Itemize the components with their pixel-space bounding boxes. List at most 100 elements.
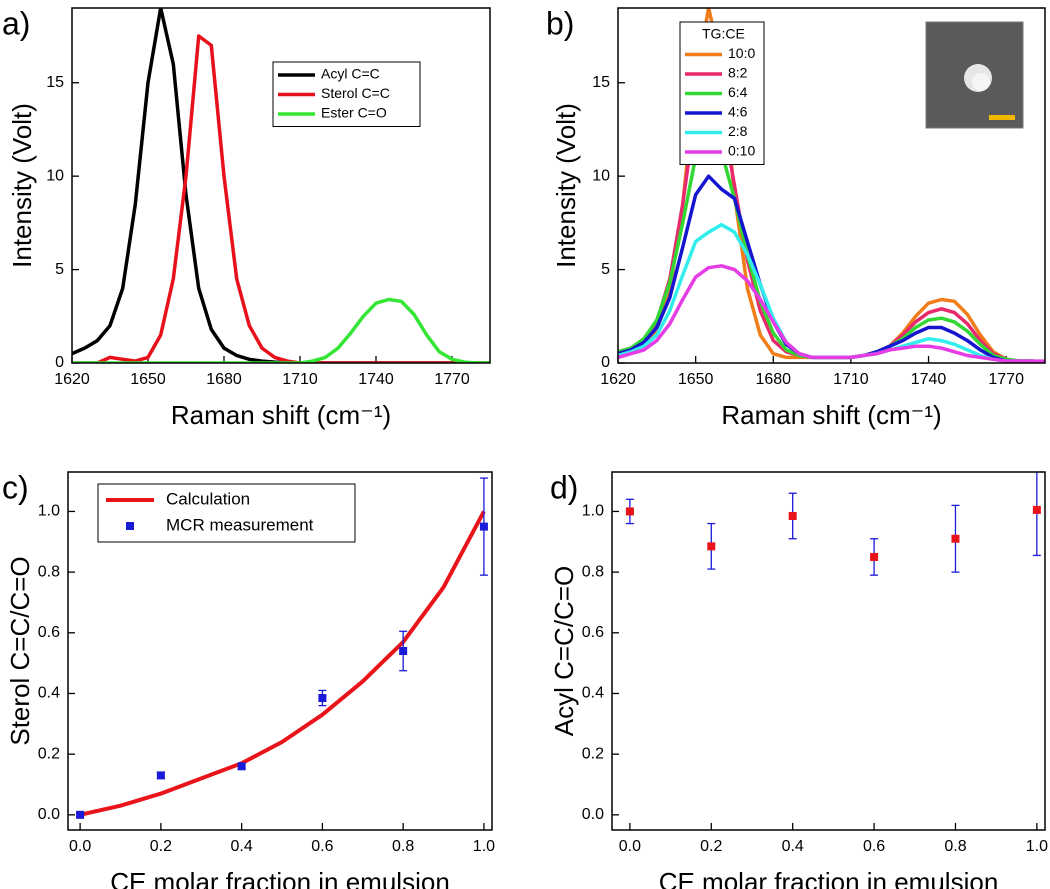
marker (1032, 505, 1041, 514)
series-line (72, 8, 490, 363)
y-axis-label: Intensity (Volt) (551, 103, 581, 268)
y-tick-label: 0.8 (582, 563, 604, 580)
marker (237, 762, 246, 771)
legend: Acyl C=C Sterol C=C Ester C=O (272, 61, 421, 127)
legend-label: MCR measurement (166, 515, 314, 534)
marker (399, 647, 408, 655)
y-tick-label: 0 (55, 354, 64, 371)
x-tick-label: 1740 (911, 371, 947, 388)
plot-area (72, 8, 490, 363)
x-tick-label: 0.4 (782, 838, 804, 855)
legend-label: 0:10 (728, 143, 755, 159)
y-tick-label: 15 (592, 74, 610, 91)
y-tick-label: 0.6 (582, 624, 604, 641)
plot-area (76, 477, 488, 819)
plot-area (625, 472, 1041, 576)
legend-label: 4:6 (728, 104, 748, 120)
x-tick-label: 1.0 (473, 838, 495, 855)
x-tick-label: 0.0 (619, 838, 641, 855)
y-tick-label: 0.8 (38, 563, 60, 580)
x-tick-label: 0.6 (863, 838, 885, 855)
legend-box (97, 483, 356, 543)
x-tick-label: 1680 (206, 371, 242, 388)
panel-label: d) (550, 469, 578, 505)
legend-label: 8:2 (728, 65, 748, 81)
legend-label: 10:0 (728, 45, 755, 61)
y-tick-label: 10 (46, 167, 64, 184)
x-tick-label: 1770 (434, 371, 470, 388)
marker (788, 511, 797, 520)
x-tick-label: 0.2 (700, 838, 722, 855)
x-tick-label: 1620 (54, 371, 90, 388)
panel-label: b) (546, 5, 574, 41)
y-tick-label: 0 (601, 354, 610, 371)
x-tick-label: 1680 (755, 371, 791, 388)
panel: a) Raman shift (cm⁻¹) Intensity (Volt) 1620… (2, 5, 491, 430)
marker (479, 522, 488, 531)
x-tick-label: 0.8 (392, 838, 414, 855)
x-tick-label: 1710 (833, 371, 869, 388)
axes-frame (71, 7, 491, 364)
panel: c) CE molar fraction in emulsion Sterol C=… (2, 469, 495, 889)
marker (318, 694, 327, 703)
y-tick-label: 0.2 (582, 745, 604, 762)
panel-label: a) (2, 5, 30, 41)
legend-label: Sterol C=C (321, 85, 390, 101)
series-line (72, 297, 490, 363)
y-axis-label: Acyl C=C/C=O (549, 566, 579, 737)
y-axis-label: Sterol C=C/C=O (5, 556, 35, 745)
panel-label: c) (2, 469, 29, 505)
series-line (79, 510, 486, 817)
y-tick-label: 0.4 (582, 685, 604, 702)
inset-droplet-core (972, 73, 990, 91)
y-tick-label: 0.6 (38, 624, 60, 641)
y-axis-label: Intensity (Volt) (7, 103, 37, 268)
legend-label: Acyl C=C (321, 66, 380, 82)
marker (625, 507, 634, 516)
axes-frame (611, 471, 1046, 831)
y-tick-label: 5 (55, 261, 64, 278)
marker (951, 534, 960, 543)
legend-label: Calculation (166, 489, 250, 508)
y-tick-label: 15 (46, 74, 64, 91)
x-tick-label: 1770 (988, 371, 1024, 388)
legend-title: TG:CE (702, 26, 745, 42)
x-tick-label: 0.4 (231, 838, 253, 855)
y-tick-label: 1.0 (582, 503, 604, 520)
legend-swatch (126, 522, 134, 530)
marker (870, 552, 879, 561)
y-tick-label: 0.2 (38, 745, 60, 762)
x-tick-label: 1650 (678, 371, 714, 388)
y-tick-label: 0.4 (38, 685, 60, 702)
legend: TG:CE 10:0 8:2 6:4 4:6 2:8 0:10 (679, 21, 765, 165)
x-tick-label: 1710 (282, 371, 318, 388)
x-axis-label: CE molar fraction in emulsion (659, 867, 999, 889)
legend-label: 6:4 (728, 84, 748, 100)
x-tick-label: 1650 (130, 371, 166, 388)
inset-border (925, 21, 1024, 129)
x-tick-label: 0.0 (69, 838, 91, 855)
x-axis-label: CE molar fraction in emulsion (110, 867, 450, 889)
series-line (72, 34, 490, 363)
y-tick-label: 10 (592, 167, 610, 184)
marker (76, 810, 85, 819)
series-line (618, 264, 1045, 363)
x-tick-label: 0.6 (311, 838, 333, 855)
x-tick-label: 0.2 (150, 838, 172, 855)
x-tick-label: 1740 (358, 371, 394, 388)
marker (707, 542, 716, 551)
legend-label: Ester C=O (321, 105, 387, 121)
panel: d) CE molar fraction in emulsion Acyl C=C/… (549, 469, 1048, 889)
axes-frame (67, 471, 493, 831)
marker (156, 771, 165, 780)
y-tick-label: 5 (601, 261, 610, 278)
x-tick-label: 1620 (600, 371, 636, 388)
y-tick-label: 0.0 (38, 806, 60, 823)
x-tick-label: 0.8 (944, 838, 966, 855)
legend: Calculation MCR measurement (97, 483, 356, 543)
y-tick-label: 0.0 (582, 806, 604, 823)
x-axis-label: Raman shift (cm⁻¹) (721, 400, 941, 430)
axes-frame (617, 7, 1046, 364)
legend-label: 2:8 (728, 123, 748, 139)
